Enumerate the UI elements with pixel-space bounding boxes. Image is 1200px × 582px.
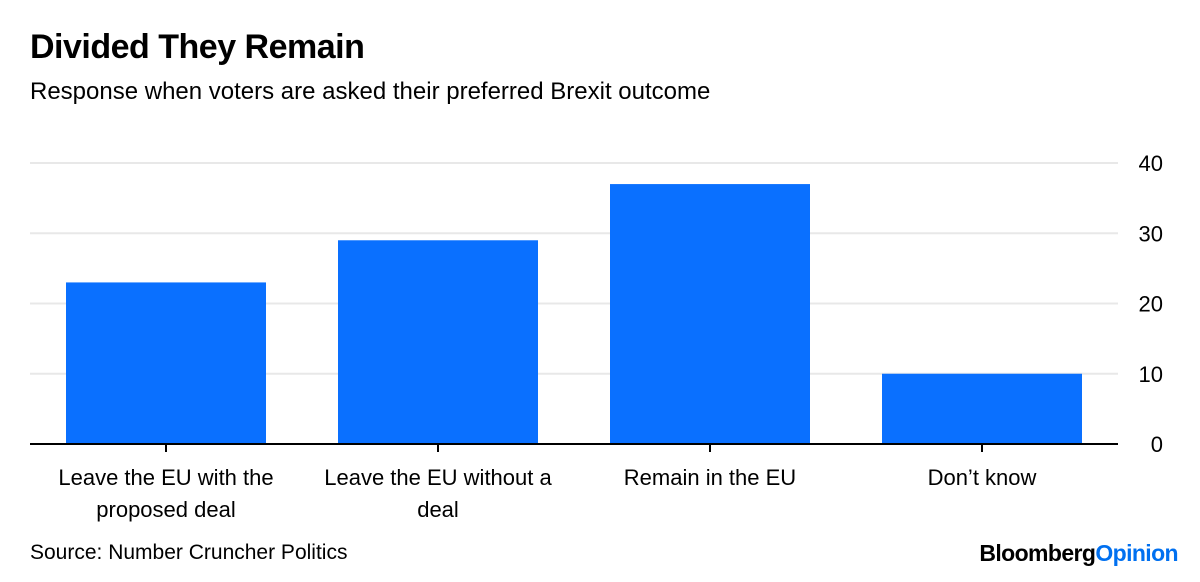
y-tick-label: 40 <box>1139 151 1163 176</box>
bar <box>338 240 538 444</box>
bar-chart: 0 10 20 30 40 Leave the EU with the proposed d… <box>30 151 1163 522</box>
bar <box>610 184 810 444</box>
brand-logo: BloombergOpinion <box>979 540 1178 567</box>
y-tick-label: 10 <box>1139 362 1163 387</box>
y-tick-label: 30 <box>1139 221 1163 246</box>
chart-title: Divided They Remain <box>30 28 365 66</box>
brand-name-bloomberg: Bloomberg <box>979 540 1096 566</box>
bar <box>882 373 1082 444</box>
x-tick-label: Leave the EU with the proposed deal <box>58 465 273 522</box>
y-tick-label: 20 <box>1139 292 1163 317</box>
x-tick-label: Leave the EU without a deal <box>324 465 552 522</box>
x-tick-label: Don’t know <box>928 465 1037 490</box>
brand-name-opinion: Opinion <box>1095 540 1178 566</box>
source-note: Source: Number Cruncher Politics <box>30 541 348 564</box>
y-tick-label: 0 <box>1151 432 1163 457</box>
chart-subtitle: Response when voters are asked their pre… <box>30 78 711 105</box>
bar <box>66 282 266 444</box>
x-tick-label: Remain in the EU <box>624 465 796 490</box>
